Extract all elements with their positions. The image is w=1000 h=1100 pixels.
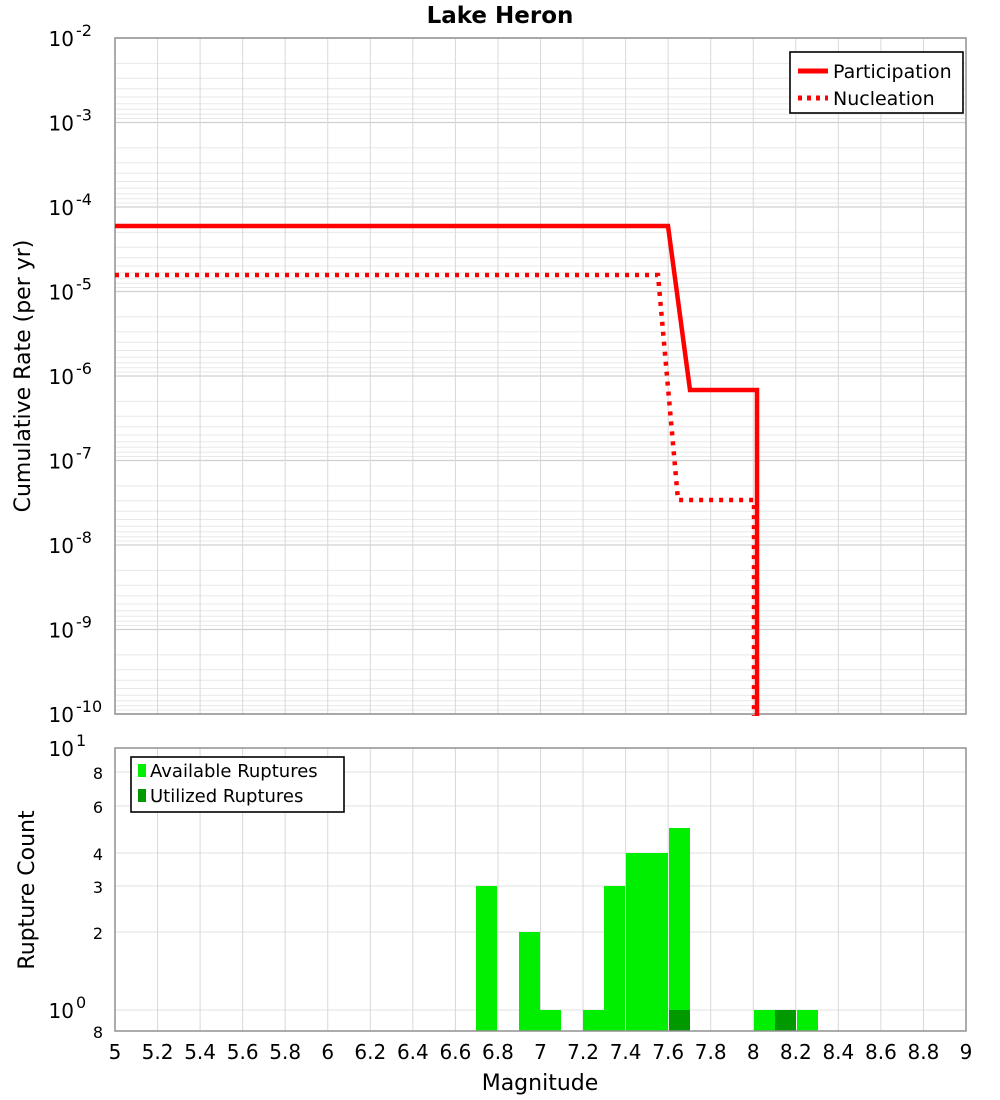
svg-text:3: 3	[93, 878, 103, 897]
top-vertical-gridlines	[157, 38, 924, 714]
svg-text:6: 6	[321, 1040, 334, 1064]
svg-text:8: 8	[747, 1040, 760, 1064]
svg-text:-8: -8	[76, 528, 92, 547]
svg-text:8.4: 8.4	[822, 1040, 854, 1064]
svg-text:-5: -5	[76, 275, 92, 294]
svg-text:7.8: 7.8	[695, 1040, 727, 1064]
svg-text:8.8: 8.8	[908, 1040, 940, 1064]
legend-swatch-available-ruptures	[138, 764, 146, 777]
svg-text:10: 10	[49, 196, 74, 220]
svg-text:5.8: 5.8	[269, 1040, 301, 1064]
bar-available	[519, 932, 540, 1031]
svg-text:10: 10	[49, 703, 74, 727]
svg-text:10: 10	[49, 450, 74, 474]
svg-text:10: 10	[49, 112, 74, 136]
top-y-axis-label: Cumulative Rate (per yr)	[11, 240, 36, 513]
legend-label-available-ruptures: Available Ruptures	[150, 761, 318, 782]
svg-text:10: 10	[49, 27, 74, 51]
svg-text:6.8: 6.8	[482, 1040, 514, 1064]
svg-text:8.6: 8.6	[865, 1040, 897, 1064]
svg-text:10: 10	[49, 737, 74, 761]
bar-available	[669, 828, 690, 1031]
bottom-legend: Available Ruptures Utilized Ruptures	[130, 756, 345, 813]
svg-text:7.6: 7.6	[652, 1040, 684, 1064]
bottom-ytick-labels: 10 1 8 6 4 3 2 10 0 8	[49, 731, 103, 1042]
svg-text:9: 9	[960, 1040, 973, 1064]
bar-available	[647, 853, 668, 1031]
bottom-legend-box	[130, 756, 345, 813]
svg-text:5.2: 5.2	[142, 1040, 174, 1064]
svg-text:6.6: 6.6	[439, 1040, 471, 1064]
svg-text:1: 1	[76, 731, 86, 750]
bar-available	[626, 853, 647, 1031]
legend-label-nucleation: Nucleation	[833, 88, 935, 110]
top-panel: 10 -2 10 -3 10 -4 10 -5 10 -6 10 -7 10 -…	[11, 21, 967, 727]
svg-text:5.6: 5.6	[227, 1040, 259, 1064]
svg-text:10: 10	[49, 619, 74, 643]
svg-text:10: 10	[49, 534, 74, 558]
top-legend: Participation Nucleation	[789, 51, 964, 114]
svg-text:7.2: 7.2	[567, 1040, 599, 1064]
svg-text:-10: -10	[76, 697, 102, 716]
bar-available	[797, 1010, 818, 1031]
bars-available-ruptures	[476, 828, 818, 1031]
svg-text:6.2: 6.2	[354, 1040, 386, 1064]
top-ytick-labels: 10 -2 10 -3 10 -4 10 -5 10 -6 10 -7 10 -…	[49, 21, 103, 727]
bottom-plot-frame	[114, 747, 967, 1032]
svg-text:5: 5	[109, 1040, 122, 1064]
svg-text:-7: -7	[76, 444, 92, 463]
bars-utilized-ruptures	[669, 1010, 796, 1031]
svg-text:-2: -2	[76, 21, 92, 40]
bottom-y-axis-label: Rupture Count	[15, 810, 40, 970]
svg-text:7.4: 7.4	[610, 1040, 642, 1064]
top-legend-box	[789, 51, 964, 114]
svg-text:-6: -6	[76, 359, 92, 378]
bar-utilized	[775, 1010, 796, 1031]
svg-text:8: 8	[93, 1023, 103, 1042]
x-axis-tick-labels: 5 5.2 5.4 5.6 5.8 6 6.2 6.4 6.6 6.8 7 7.…	[109, 1040, 973, 1064]
svg-text:8.2: 8.2	[780, 1040, 812, 1064]
svg-text:0: 0	[76, 993, 86, 1012]
svg-text:5.4: 5.4	[184, 1040, 216, 1064]
legend-swatch-utilized-ruptures	[138, 789, 146, 802]
series-participation-line	[115, 223, 760, 716]
bar-available	[604, 886, 625, 1031]
bar-available	[754, 1010, 775, 1031]
series-nucleation-line	[115, 272, 757, 716]
page-title: Lake Heron	[427, 3, 574, 29]
svg-text:7: 7	[534, 1040, 547, 1064]
svg-text:6: 6	[93, 798, 103, 817]
top-plot-frame	[114, 37, 967, 715]
bottom-panel: 10 1 8 6 4 3 2 10 0 8 Rupture Count Avai…	[15, 731, 972, 1096]
bar-utilized	[669, 1010, 690, 1031]
svg-text:6.4: 6.4	[397, 1040, 429, 1064]
svg-text:2: 2	[93, 924, 103, 943]
x-axis-label: Magnitude	[482, 1071, 599, 1096]
legend-label-participation: Participation	[833, 61, 952, 83]
bar-available	[583, 1010, 604, 1031]
svg-text:-4: -4	[76, 190, 92, 209]
svg-text:10: 10	[49, 365, 74, 389]
svg-text:4: 4	[93, 845, 103, 864]
svg-text:10: 10	[49, 281, 74, 305]
bar-available	[476, 886, 497, 1031]
legend-label-utilized-ruptures: Utilized Ruptures	[150, 786, 303, 807]
svg-text:-3: -3	[76, 106, 92, 125]
svg-text:10: 10	[49, 999, 74, 1023]
bar-available	[540, 1010, 561, 1031]
svg-text:-9: -9	[76, 613, 92, 632]
svg-text:8: 8	[93, 764, 103, 783]
